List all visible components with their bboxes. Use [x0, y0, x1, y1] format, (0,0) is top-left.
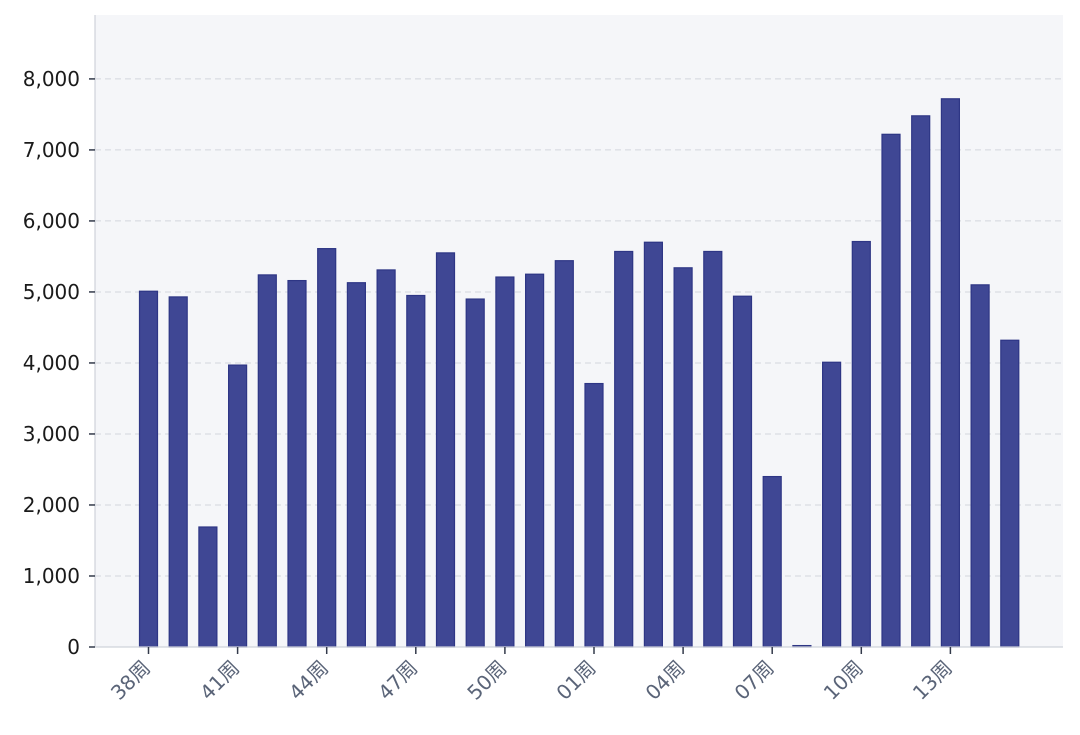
x-tick-label: 04周: [641, 656, 690, 705]
bar: [376, 269, 396, 648]
bar: [703, 250, 723, 648]
x-tick-label: 50周: [462, 656, 511, 705]
axes: [94, 15, 1063, 648]
y-tick-label: 2,000: [23, 493, 80, 517]
y-tick-label: 8,000: [23, 67, 80, 91]
x-axis-ticks: 38周 41周 44周 47周 50周 01周 04周 07周 10周 13周: [106, 647, 957, 705]
bar: [465, 298, 485, 648]
y-axis-ticks: 0 1,000 2,000 3,000 4,000 5,000 6,000 7,000 8,00…: [23, 67, 95, 659]
bar: [257, 274, 277, 648]
x-tick-label: 38周: [106, 656, 155, 705]
bars: [138, 98, 1020, 648]
bar: [228, 364, 248, 648]
y-tick-label: 3,000: [23, 422, 80, 446]
bar: [940, 98, 961, 648]
bar: [584, 382, 604, 648]
bar: [138, 290, 159, 648]
bar: [198, 526, 218, 648]
y-tick-label: 5,000: [23, 280, 80, 304]
bar: [435, 252, 456, 648]
bar: [614, 250, 634, 648]
y-tick-label: 1,000: [23, 564, 80, 588]
plot-background: [95, 15, 1063, 647]
bar: [851, 240, 871, 648]
x-tick-label: 01周: [551, 656, 600, 705]
gridlines: [95, 78, 1063, 577]
bar: [495, 276, 515, 648]
bar: [287, 279, 307, 648]
bar: [317, 248, 337, 648]
y-tick-label: 6,000: [23, 209, 80, 233]
x-tick-label: 47周: [373, 656, 422, 705]
bar: [643, 241, 664, 648]
bar: [554, 260, 574, 648]
bar: [1000, 339, 1020, 648]
y-tick-label: 4,000: [23, 351, 80, 375]
bar: [406, 294, 426, 648]
y-tick-label: 7,000: [23, 138, 80, 162]
x-tick-label: 13周: [908, 656, 957, 705]
bar: [168, 296, 188, 648]
bar: [673, 267, 693, 648]
bar: [821, 361, 842, 648]
y-tick-label: 0: [67, 635, 80, 659]
x-tick-label: 07周: [730, 656, 779, 705]
x-tick-label: 44周: [284, 656, 333, 705]
bar: [346, 282, 366, 648]
bar: [970, 284, 990, 648]
bar: [762, 475, 782, 648]
bar: [881, 133, 901, 648]
x-tick-label: 41周: [195, 656, 244, 705]
bar: [732, 295, 753, 648]
x-tick-label: 10周: [819, 656, 868, 705]
bar: [524, 273, 545, 648]
bar: [911, 115, 931, 648]
